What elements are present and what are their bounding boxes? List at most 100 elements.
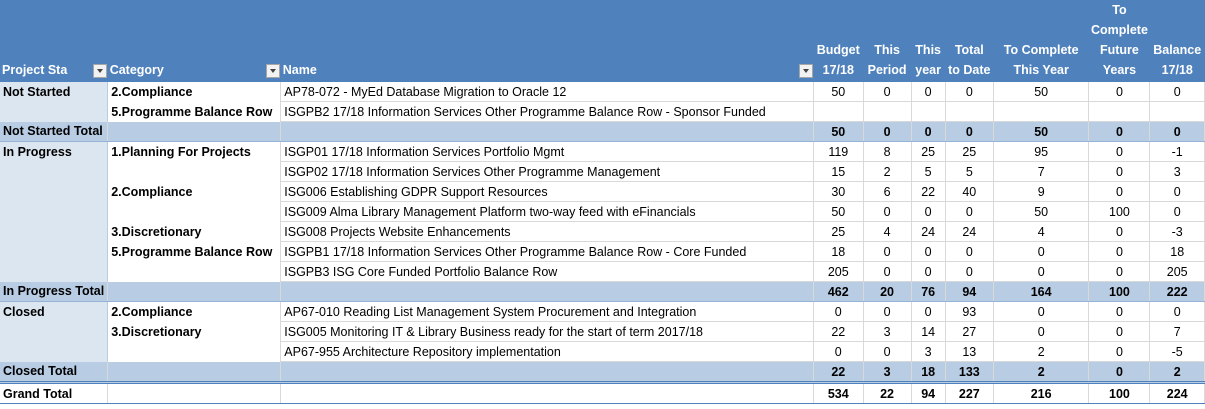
column-header: This year — [915, 43, 942, 77]
value-cell: 0 — [863, 121, 912, 142]
value-cell: 0 — [993, 241, 1090, 262]
value-cell: 216 — [993, 381, 1090, 404]
status-cell — [0, 101, 109, 122]
status-cell — [0, 341, 109, 362]
value-cell: 0 — [1088, 241, 1151, 262]
status-cell — [0, 241, 109, 262]
table-body: Not Started 2.Compliance AP78-072 - MyEd D… — [0, 81, 1205, 404]
table-row: Not Started Total 50 0 0 0 50 0 0 — [0, 121, 1205, 142]
filter-button[interactable] — [92, 64, 107, 78]
column-header-cell: This Period — [863, 0, 912, 82]
category-cell — [107, 261, 282, 282]
name-cell: ISG005 Monitoring IT & Library Business … — [280, 321, 815, 342]
status-cell — [0, 261, 109, 282]
value-cell — [813, 101, 864, 122]
value-cell: 6 — [863, 181, 912, 202]
header-row: Project Sta Category Name Budget 17/18 This … — [0, 0, 1205, 82]
table-row: 5.Programme Balance Row ISGPB1 17/18 Info… — [0, 241, 1205, 262]
value-cell: 2 — [1149, 361, 1205, 383]
value-cell: 25 — [945, 141, 994, 162]
value-cell: 0 — [1149, 301, 1205, 322]
category-cell — [107, 361, 282, 383]
value-cell: 2 — [993, 361, 1090, 383]
value-cell: 0 — [863, 201, 912, 222]
category-cell: 2.Compliance — [107, 301, 282, 322]
name-cell: ISGPB1 17/18 Information Services Other … — [280, 241, 815, 262]
filter-button[interactable] — [265, 64, 280, 78]
category-cell — [107, 341, 282, 362]
value-cell: 50 — [813, 81, 864, 102]
category-cell: 3.Discretionary — [107, 321, 282, 342]
name-cell — [280, 381, 815, 404]
name-cell: AP67-010 Reading List Management System … — [280, 301, 815, 322]
value-cell: 93 — [945, 301, 994, 322]
name-cell: ISGP02 17/18 Information Services Other … — [280, 161, 815, 182]
value-cell: 0 — [1088, 301, 1151, 322]
value-cell: 0 — [911, 121, 946, 142]
value-cell: 534 — [813, 381, 864, 404]
value-cell: 40 — [945, 181, 994, 202]
table-row: Not Started 2.Compliance AP78-072 - MyEd D… — [0, 81, 1205, 102]
value-cell: 0 — [945, 241, 994, 262]
name-cell — [280, 121, 815, 142]
value-cell: 22 — [863, 381, 912, 404]
name-cell: AP67-955 Architecture Repository impleme… — [280, 341, 815, 362]
value-cell: 94 — [911, 381, 946, 404]
category-cell: 2.Compliance — [107, 81, 282, 102]
category-cell: 5.Programme Balance Row — [107, 101, 282, 122]
name-cell — [280, 281, 815, 302]
value-cell: 0 — [945, 81, 994, 102]
value-cell: 0 — [993, 321, 1090, 342]
value-cell: 50 — [813, 201, 864, 222]
value-cell: 222 — [1149, 281, 1205, 302]
value-cell: -1 — [1149, 141, 1205, 162]
value-cell: 0 — [945, 261, 994, 282]
value-cell: 50 — [813, 121, 864, 142]
column-header-cell: Total to Date — [945, 0, 994, 82]
name-cell: ISGPB3 ISG Core Funded Portfolio Balance… — [280, 261, 815, 282]
name-cell: AP78-072 - MyEd Database Migration to Or… — [280, 81, 815, 102]
column-header: To Complete Future Years — [1090, 3, 1148, 77]
value-cell: 0 — [993, 261, 1090, 282]
status-cell: In Progress — [0, 141, 109, 162]
column-header-cell: To Complete Future Years — [1088, 0, 1150, 82]
value-cell: 14 — [911, 321, 946, 342]
category-cell: 5.Programme Balance Row — [107, 241, 282, 262]
value-cell: 76 — [911, 281, 946, 302]
value-cell — [863, 101, 912, 122]
value-cell: 7 — [1149, 321, 1205, 342]
name-cell: ISGP01 17/18 Information Services Portfo… — [280, 141, 815, 162]
status-cell — [0, 321, 109, 342]
filter-arrow — [802, 69, 809, 73]
value-cell: 0 — [813, 341, 864, 362]
value-cell: 22 — [813, 361, 864, 383]
value-cell: 24 — [945, 221, 994, 242]
filter-button[interactable] — [798, 64, 813, 78]
value-cell: 133 — [945, 361, 994, 383]
column-header: Budget 17/18 — [816, 43, 860, 77]
value-cell: 25 — [813, 221, 864, 242]
table-row: ISGP02 17/18 Information Services Other … — [0, 161, 1205, 182]
value-cell: 100 — [1088, 201, 1151, 222]
value-cell: 3 — [1149, 161, 1205, 182]
column-header: Name — [282, 63, 317, 77]
table-row: ISGPB3 ISG Core Funded Portfolio Balance… — [0, 261, 1205, 282]
value-cell: 0 — [1088, 141, 1151, 162]
value-cell: 0 — [1088, 321, 1151, 342]
value-cell: 119 — [813, 141, 864, 162]
table-row: 3.Discretionary ISG005 Monitoring IT & Li… — [0, 321, 1205, 342]
category-cell: 3.Discretionary — [107, 221, 282, 242]
value-cell: 205 — [1149, 261, 1205, 282]
value-cell: 205 — [813, 261, 864, 282]
value-cell: 20 — [863, 281, 912, 302]
name-cell: ISG009 Alma Library Management Platform … — [280, 201, 815, 222]
value-cell: 224 — [1149, 381, 1205, 404]
value-cell: 100 — [1088, 381, 1151, 404]
value-cell: 95 — [993, 141, 1090, 162]
value-cell: 50 — [993, 81, 1090, 102]
category-cell — [107, 381, 282, 404]
value-cell: 27 — [945, 321, 994, 342]
column-header-cell: Balance 17/18 — [1149, 0, 1205, 82]
value-cell: 2 — [863, 161, 912, 182]
